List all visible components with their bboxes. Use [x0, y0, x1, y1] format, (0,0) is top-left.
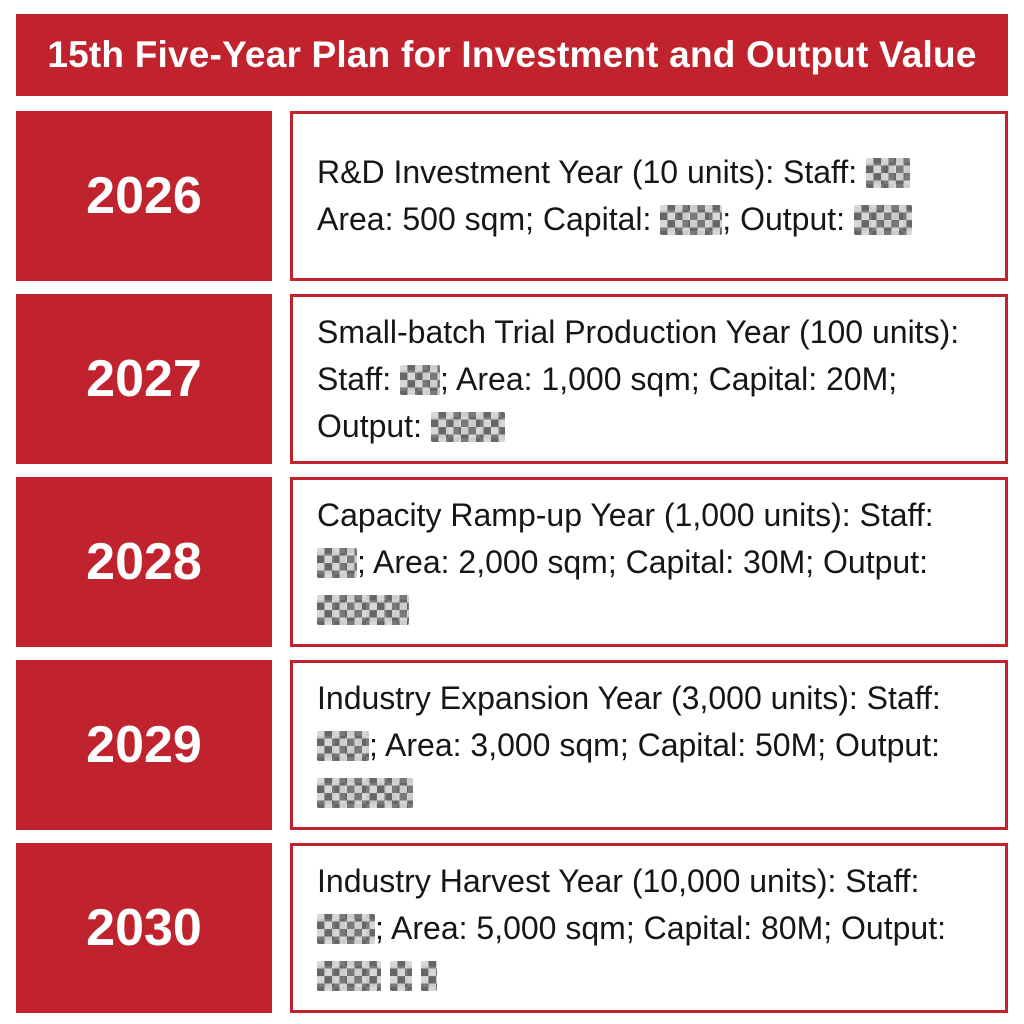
plan-description-text: Capacity Ramp-up Year (1,000 units): Sta… — [317, 492, 981, 633]
plan-description-text: R&D Investment Year (10 units): Staff: A… — [317, 149, 981, 243]
redacted-value — [317, 594, 409, 625]
redacted-value — [400, 364, 441, 395]
redacted-value — [420, 960, 437, 991]
redacted-value — [389, 960, 412, 991]
year-label: 2027 — [16, 294, 272, 464]
plan-row: 2030 Industry Harvest Year (10,000 units)… — [16, 843, 1008, 1013]
redacted-value — [317, 547, 357, 578]
redacted-value — [317, 730, 369, 761]
plan-rows: 2026 R&D Investment Year (10 units): Staf… — [16, 111, 1008, 1013]
year-label: 2026 — [16, 111, 272, 281]
year-label: 2030 — [16, 843, 272, 1013]
plan-description: Industry Expansion Year (3,000 units): S… — [290, 660, 1008, 830]
title-banner: 15th Five-Year Plan for Investment and O… — [16, 14, 1008, 96]
redacted-value — [430, 411, 505, 442]
redacted-value — [866, 158, 911, 188]
plan-row: 2027 Small-batch Trial Production Year (1… — [16, 294, 1008, 464]
plan-description-text: Industry Harvest Year (10,000 units): St… — [317, 858, 981, 999]
plan-description: Small-batch Trial Production Year (100 u… — [290, 294, 1008, 464]
redacted-value — [317, 777, 413, 808]
plan-description-text: Small-batch Trial Production Year (100 u… — [317, 313, 960, 444]
redacted-value — [853, 205, 912, 235]
redacted-value — [317, 960, 381, 991]
plan-description: R&D Investment Year (10 units): Staff: A… — [290, 111, 1008, 281]
redacted-value — [317, 913, 375, 944]
plan-description: Industry Harvest Year (10,000 units): St… — [290, 843, 1008, 1013]
plan-row: 2029 Industry Expansion Year (3,000 units… — [16, 660, 1008, 830]
plan-row: 2028 Capacity Ramp-up Year (1,000 units):… — [16, 477, 1008, 647]
redacted-value — [660, 205, 723, 235]
year-label: 2029 — [16, 660, 272, 830]
page-title: 15th Five-Year Plan for Investment and O… — [47, 34, 977, 75]
plan-description: Capacity Ramp-up Year (1,000 units): Sta… — [290, 477, 1008, 647]
plan-row: 2026 R&D Investment Year (10 units): Staf… — [16, 111, 1008, 281]
plan-description-text: Industry Expansion Year (3,000 units): S… — [317, 675, 981, 816]
year-label: 2028 — [16, 477, 272, 647]
